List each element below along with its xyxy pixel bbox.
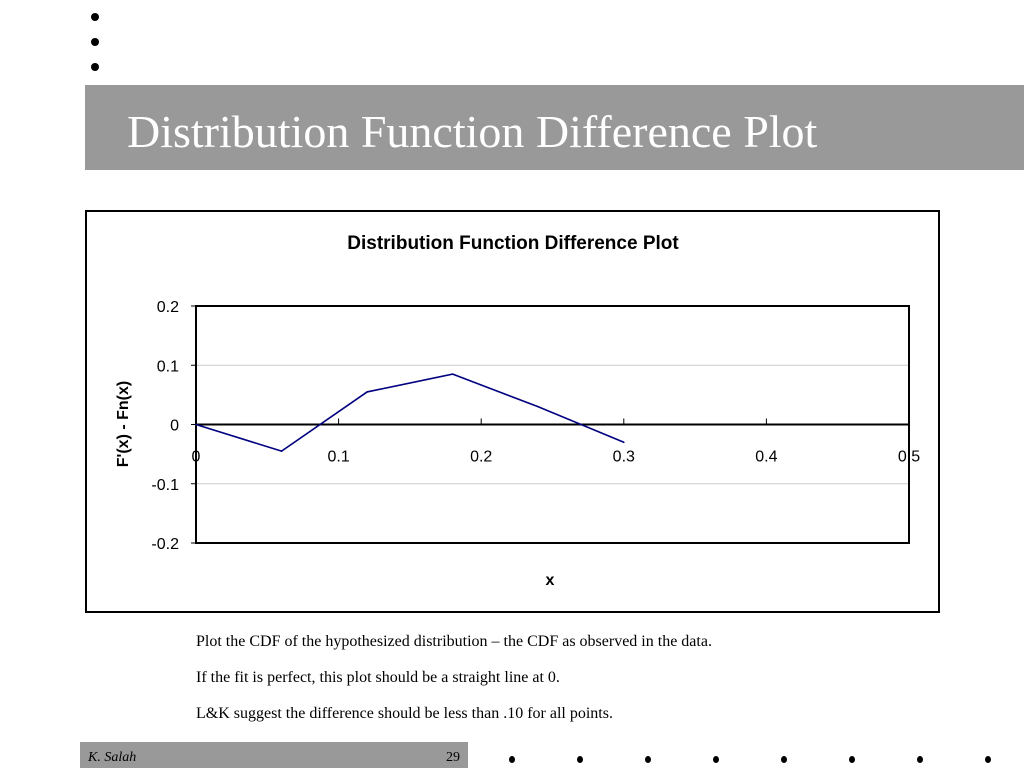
x-axis-label: x [546, 572, 555, 589]
footer-dot [781, 756, 787, 763]
series-line [195, 373, 625, 453]
footer-bar: K. Salah 29 [80, 742, 468, 768]
x-tick-label: 0.5 [898, 449, 920, 466]
bullet-dot [91, 63, 99, 71]
y-axis-label: F'(x) - Fn(x) [115, 381, 132, 467]
bullet-dot [91, 13, 99, 21]
slide-title: Distribution Function Difference Plot [127, 106, 818, 157]
footer-dot [645, 756, 651, 763]
x-tick-label: 0.2 [470, 449, 492, 466]
data-point [623, 441, 625, 444]
chart: Distribution Function Difference Plot 0.2… [115, 233, 920, 589]
x-tick-label: 0.4 [755, 449, 777, 466]
y-tick-label: 0.1 [157, 358, 179, 375]
bullet-dot [91, 38, 99, 46]
footer-dot [849, 756, 855, 763]
note-1: Plot the CDF of the hypothesized distrib… [196, 633, 712, 650]
page-number: 29 [446, 750, 460, 765]
footer-dot [985, 756, 991, 763]
note-2: If the fit is perfect, this plot should … [196, 669, 560, 686]
footer-author: K. Salah [88, 750, 137, 765]
y-tick-label: -0.1 [151, 477, 179, 494]
footer-dot [577, 756, 583, 763]
y-tick-label: 0.2 [157, 299, 179, 316]
y-tick-label: -0.2 [151, 536, 179, 553]
x-tick-label: 0.3 [613, 449, 635, 466]
chart-container: Distribution Function Difference Plot 0.2… [85, 210, 940, 613]
title-bar: Distribution Function Difference Plot [85, 85, 1024, 170]
footer-dot [509, 756, 515, 763]
data-point [280, 450, 283, 452]
footer-dot [713, 756, 719, 763]
x-tick-label: 0.1 [327, 449, 349, 466]
y-tick-label: 0 [170, 418, 179, 435]
data-point [451, 373, 454, 375]
chart-title: Distribution Function Difference Plot [347, 233, 679, 254]
data-point [366, 391, 368, 393]
note-3: L&K suggest the difference should be les… [196, 705, 613, 722]
x-tick-label: 0 [192, 449, 201, 466]
footer-dot [917, 756, 923, 763]
data-point [195, 423, 197, 426]
data-point [537, 405, 540, 408]
